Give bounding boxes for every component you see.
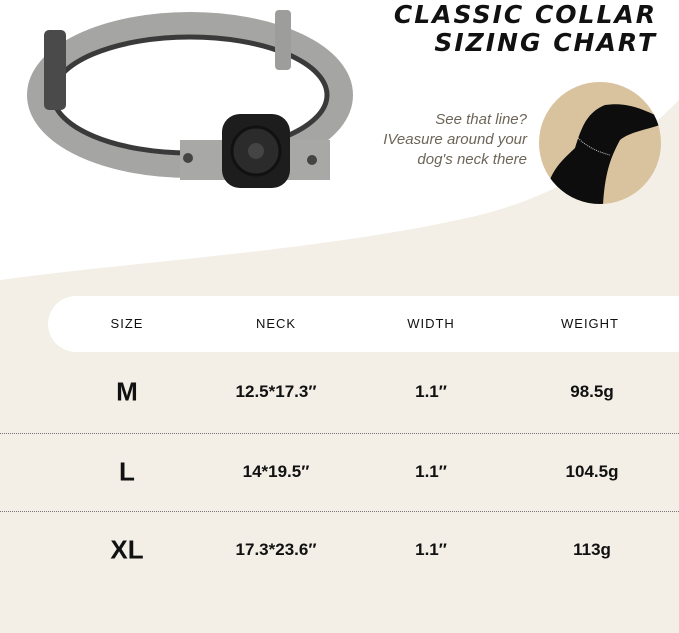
row-divider [0, 511, 679, 512]
table-header [48, 296, 679, 352]
weight-cell: 113g [573, 540, 611, 559]
header-neck: NECK [255, 316, 297, 331]
table-row: M 12.5*17.3″ 1.1″ 98.5g [0, 353, 679, 431]
size-cell: L [119, 456, 135, 487]
header-weight: WEIGHT [561, 316, 619, 331]
dog-neck-illustration [539, 82, 661, 204]
neck-cell: 14*19.5″ [242, 462, 310, 481]
neck-cell: 12.5*17.3″ [235, 382, 317, 401]
row-divider [0, 433, 679, 434]
size-cell: M [116, 376, 138, 407]
table-row: XL 17.3*23.6″ 1.1″ 113g [0, 511, 679, 589]
hint-line-2: IVeasure around your [383, 131, 527, 148]
width-cell: 1.1″ [415, 382, 447, 401]
weight-cell: 104.5g [565, 462, 619, 481]
collar-image [27, 10, 353, 188]
title-line-2: SIZING CHART [434, 28, 657, 57]
size-cell: XL [110, 534, 144, 565]
neck-cell: 17.3*23.6″ [235, 540, 317, 559]
hint-line-1: See that line? [435, 111, 527, 128]
width-cell: 1.1″ [415, 462, 447, 481]
hint-line-3: dog's neck there [417, 151, 527, 168]
width-cell: 1.1″ [415, 540, 447, 559]
measure-hint: See that line? IVeasure around your dog'… [383, 110, 527, 170]
header-size: SIZE [110, 316, 144, 331]
table-row: L 14*19.5″ 1.1″ 104.5g [0, 433, 679, 511]
title-line-1: CLASSIC COLLAR [393, 0, 657, 29]
weight-cell: 98.5g [570, 382, 614, 401]
header-width: WIDTH [407, 316, 455, 331]
